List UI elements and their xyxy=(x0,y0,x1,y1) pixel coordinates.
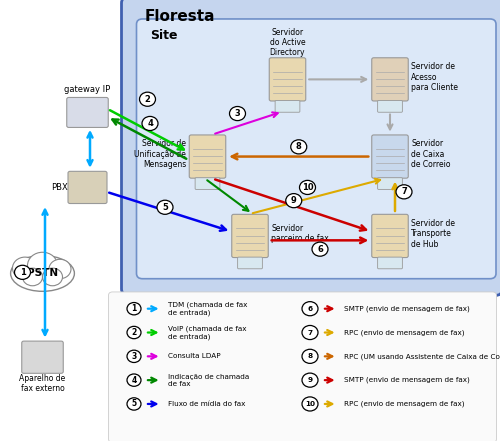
Circle shape xyxy=(22,268,42,286)
Text: 10: 10 xyxy=(302,183,314,192)
Text: 5: 5 xyxy=(162,203,168,212)
Circle shape xyxy=(127,398,141,410)
FancyBboxPatch shape xyxy=(378,101,402,112)
FancyBboxPatch shape xyxy=(68,172,107,204)
FancyBboxPatch shape xyxy=(238,257,262,269)
Text: SMTP (envio de mensagem de fax): SMTP (envio de mensagem de fax) xyxy=(344,377,470,383)
Text: 9: 9 xyxy=(308,377,312,383)
Circle shape xyxy=(302,325,318,340)
FancyBboxPatch shape xyxy=(108,292,496,441)
Circle shape xyxy=(140,92,156,106)
Text: RPC (envio de mensagem de fax): RPC (envio de mensagem de fax) xyxy=(344,401,465,407)
Text: 4: 4 xyxy=(132,376,136,385)
Text: 2: 2 xyxy=(144,95,150,104)
Circle shape xyxy=(230,107,246,120)
Text: 1: 1 xyxy=(20,268,26,277)
Text: Aparelho de
fax externo: Aparelho de fax externo xyxy=(20,374,66,393)
Text: Fluxo de mídia do fax: Fluxo de mídia do fax xyxy=(168,401,246,407)
Circle shape xyxy=(28,252,58,279)
Circle shape xyxy=(12,257,38,279)
Circle shape xyxy=(396,185,412,199)
Text: 6: 6 xyxy=(317,245,323,254)
Text: Servidor de
Acesso
para Cliente: Servidor de Acesso para Cliente xyxy=(411,62,458,92)
Text: Servidor de
Transporte
de Hub: Servidor de Transporte de Hub xyxy=(411,219,455,249)
Circle shape xyxy=(127,303,141,315)
Text: 10: 10 xyxy=(305,401,315,407)
Circle shape xyxy=(49,259,71,279)
FancyBboxPatch shape xyxy=(378,178,402,190)
Text: 8: 8 xyxy=(308,353,312,359)
Text: PSTN: PSTN xyxy=(27,269,58,278)
Text: Floresta: Floresta xyxy=(145,9,216,24)
Circle shape xyxy=(127,374,141,386)
Text: TDM (chamada de fax
de entrada): TDM (chamada de fax de entrada) xyxy=(168,302,248,316)
Text: Indicação de chamada
de fax: Indicação de chamada de fax xyxy=(168,374,249,387)
Text: 5: 5 xyxy=(132,400,136,408)
Text: Servidor
do Active
Directory: Servidor do Active Directory xyxy=(270,27,306,57)
FancyBboxPatch shape xyxy=(189,135,226,178)
FancyBboxPatch shape xyxy=(275,101,300,112)
Circle shape xyxy=(302,302,318,316)
Circle shape xyxy=(300,180,316,194)
FancyBboxPatch shape xyxy=(372,58,408,101)
Circle shape xyxy=(302,397,318,411)
Text: 3: 3 xyxy=(234,109,240,118)
Ellipse shape xyxy=(10,255,74,292)
FancyBboxPatch shape xyxy=(372,214,408,258)
Text: 8: 8 xyxy=(296,142,302,151)
FancyBboxPatch shape xyxy=(22,341,63,373)
Text: SMTP (envio de mensagem de fax): SMTP (envio de mensagem de fax) xyxy=(344,306,470,312)
Circle shape xyxy=(14,265,30,280)
Text: gateway IP: gateway IP xyxy=(64,85,110,94)
Circle shape xyxy=(157,200,173,214)
Text: Site: Site xyxy=(150,29,178,41)
FancyBboxPatch shape xyxy=(66,97,108,127)
Text: RPC (UM usando Assistente de Caixa de Correio): RPC (UM usando Assistente de Caixa de Co… xyxy=(344,353,500,359)
Circle shape xyxy=(312,242,328,256)
Text: 7: 7 xyxy=(308,329,312,336)
FancyBboxPatch shape xyxy=(378,257,402,269)
Circle shape xyxy=(127,350,141,363)
Text: 2: 2 xyxy=(132,328,136,337)
Circle shape xyxy=(291,140,307,154)
Circle shape xyxy=(302,349,318,363)
Text: VoIP (chamada de fax
de entrada): VoIP (chamada de fax de entrada) xyxy=(168,325,246,340)
Circle shape xyxy=(127,326,141,339)
Text: 7: 7 xyxy=(401,187,407,196)
Text: Servidor
de Caixa
de Correio: Servidor de Caixa de Correio xyxy=(411,139,451,169)
Text: 4: 4 xyxy=(147,119,153,128)
Circle shape xyxy=(286,194,302,208)
Text: Consulta LDAP: Consulta LDAP xyxy=(168,353,220,359)
Text: 9: 9 xyxy=(291,196,296,205)
FancyBboxPatch shape xyxy=(122,0,500,295)
Text: Servidor
parceiro de fax: Servidor parceiro de fax xyxy=(271,224,329,243)
Text: PBX: PBX xyxy=(50,183,68,192)
Text: 3: 3 xyxy=(132,352,136,361)
Circle shape xyxy=(302,373,318,387)
FancyBboxPatch shape xyxy=(372,135,408,178)
FancyBboxPatch shape xyxy=(136,19,496,279)
Text: 6: 6 xyxy=(308,306,312,312)
Text: RPC (envio de mensagem de fax): RPC (envio de mensagem de fax) xyxy=(344,329,465,336)
Text: 1: 1 xyxy=(132,304,136,313)
FancyBboxPatch shape xyxy=(195,178,220,190)
FancyBboxPatch shape xyxy=(232,214,268,258)
Circle shape xyxy=(142,116,158,131)
Text: Servidor de
Unificação de
Mensagens: Servidor de Unificação de Mensagens xyxy=(134,139,186,169)
FancyBboxPatch shape xyxy=(269,58,306,101)
Circle shape xyxy=(42,268,62,286)
